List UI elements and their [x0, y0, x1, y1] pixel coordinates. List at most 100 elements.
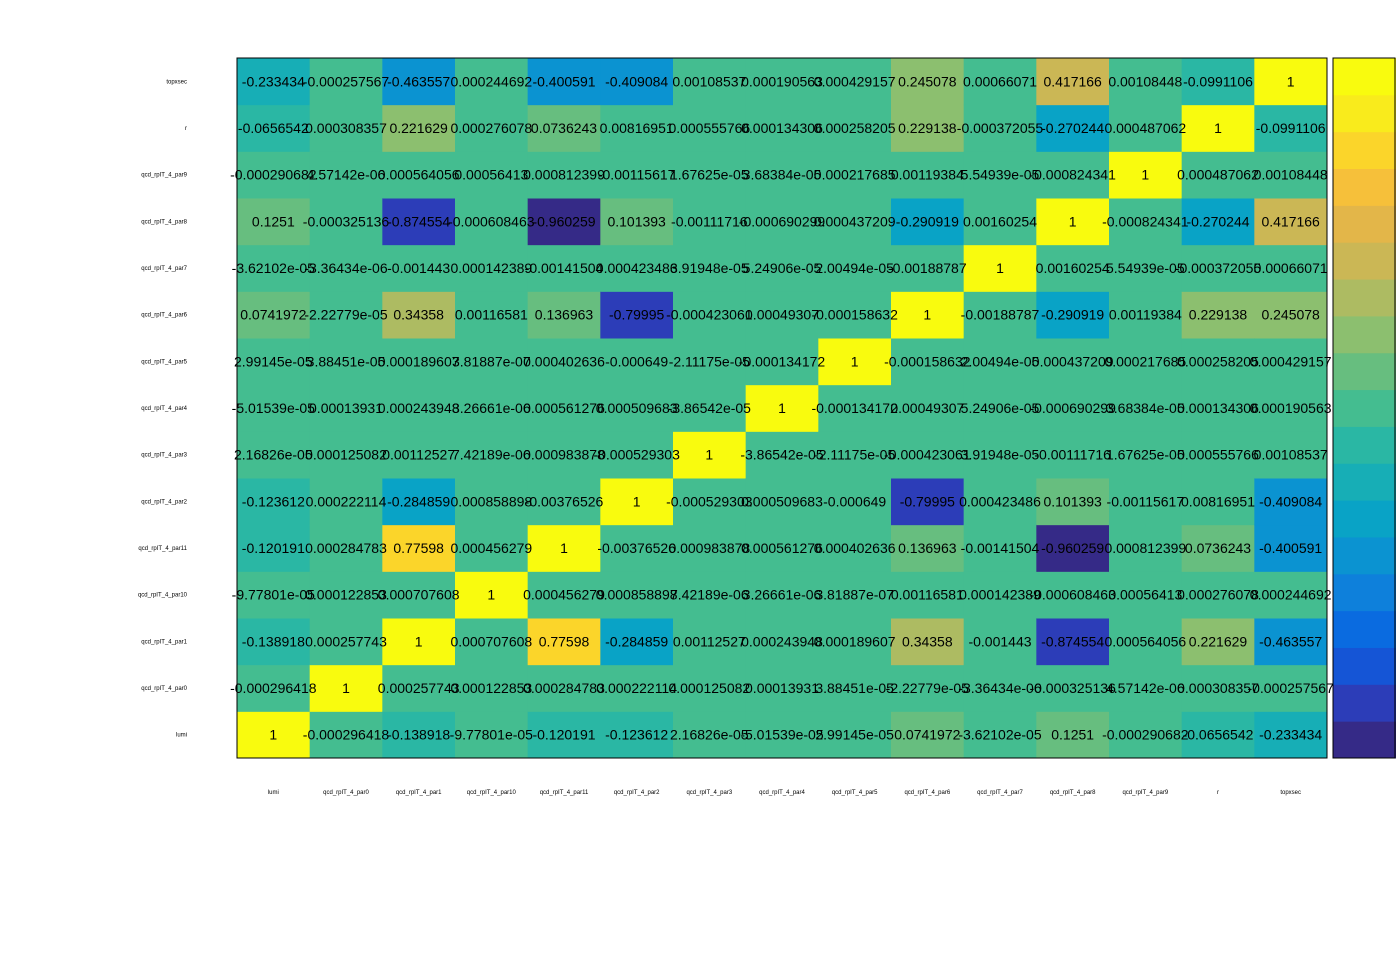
cell-value-label: -0.000423061	[884, 447, 971, 463]
cell-value-label: -0.000649	[605, 353, 668, 369]
cell-value-label: 0.000134306	[1177, 400, 1259, 416]
heatmap-cell	[891, 291, 965, 339]
heatmap-cell	[1181, 151, 1255, 199]
heatmap-cell	[1254, 524, 1328, 572]
heatmap-cell	[673, 104, 747, 152]
heatmap-cell	[382, 58, 456, 106]
cell-value-label: 0.000189607	[814, 633, 896, 649]
y-tick-label: qcd_rpIT_4_par9	[141, 173, 187, 179]
cell-value-label: 0.00108448	[1254, 167, 1328, 183]
palette-swatch	[1333, 315, 1396, 354]
cell-value-label: 0.00112527	[382, 447, 455, 463]
heatmap-cell	[1036, 664, 1110, 712]
cell-value-label: -0.290919	[896, 213, 959, 229]
cell-value-label: 0.000244692	[450, 73, 532, 89]
heatmap-cell	[673, 524, 747, 572]
y-tick-label: qcd_rpIT_4_par11	[138, 546, 187, 552]
heatmap-cell	[527, 431, 601, 479]
palette-swatch	[1333, 242, 1396, 280]
heatmap-cell	[455, 58, 529, 106]
heatmap-cell	[527, 618, 601, 666]
heatmap-cell	[382, 244, 456, 292]
cell-value-label: -0.960259	[532, 213, 595, 229]
heatmap-cell	[963, 711, 1037, 759]
heatmap-cell	[673, 338, 747, 386]
heatmap-cell	[309, 664, 383, 712]
heatmap-cell	[745, 478, 819, 526]
y-tick-label: lumi	[176, 733, 187, 739]
heatmap-cell	[891, 58, 965, 106]
heatmap-cell	[1109, 151, 1183, 199]
cell-value-label: 0.000190563	[1250, 400, 1332, 416]
heatmap-cell	[818, 571, 892, 619]
heatmap-cell	[237, 618, 311, 666]
cell-value-label: 0.000402636	[814, 540, 896, 556]
cell-value-label: -0.270244	[1041, 120, 1104, 136]
heatmap-cell	[309, 198, 383, 246]
cell-value-label: -0.000608463	[1029, 587, 1116, 603]
heatmap-cell	[309, 618, 383, 666]
heatmap-cell	[963, 571, 1037, 619]
heatmap-cell	[1109, 338, 1183, 386]
cell-value-label: 0.000437209	[1032, 353, 1114, 369]
cell-value-label: 0.34358	[902, 633, 953, 649]
y-tick-label: topxsec	[166, 79, 187, 85]
heatmap-cell	[1109, 478, 1183, 526]
heatmap-cell	[600, 478, 674, 526]
cell-value-label: -3.36434e-06	[958, 680, 1042, 696]
heatmap-cell	[891, 711, 965, 759]
heatmap-cell	[455, 198, 529, 246]
cell-value-label: -0.960259	[1041, 540, 1104, 556]
heatmap-cell	[963, 291, 1037, 339]
heatmap-cell	[527, 571, 601, 619]
cell-value-label: 7.42189e-06	[670, 587, 749, 603]
cell-value-label: -3.62102e-05	[232, 260, 316, 276]
heatmap-cell	[382, 711, 456, 759]
heatmap-cell	[527, 244, 601, 292]
heatmap-cell	[1036, 478, 1110, 526]
cell-value-label: 0.000561276	[741, 540, 823, 556]
cell-value-label: 0.000429157	[814, 73, 896, 89]
heatmap-cell	[1109, 384, 1183, 432]
heatmap-cell	[963, 664, 1037, 712]
heatmap-cell	[309, 711, 383, 759]
heatmap-cell	[891, 478, 965, 526]
heatmap-cell	[891, 384, 965, 432]
cell-value-label: 0.00119384	[891, 167, 964, 183]
cell-value-label: 0.77598	[539, 633, 590, 649]
y-tick-label: qcd_rpIT_4_par1	[141, 639, 187, 645]
cell-value-label: 0.000222114	[306, 493, 387, 509]
cell-value-label: -0.0656542	[238, 120, 309, 136]
cell-value-label: 0.00816951	[600, 120, 674, 136]
cell-value-label: 0.0736243	[531, 120, 597, 136]
cell-value-label: -0.409084	[605, 73, 668, 89]
plot-frame	[236, 57, 1328, 759]
heatmap-cell	[1109, 58, 1183, 106]
heatmap-cell	[673, 384, 747, 432]
cell-value-label: -0.00188787	[961, 307, 1040, 323]
cell-value-label: -0.463557	[1259, 633, 1322, 649]
y-tick-label: qcd_rpIT_4_par7	[141, 266, 187, 272]
heatmap-cell	[1254, 104, 1328, 152]
heatmap-cell	[818, 524, 892, 572]
cell-value-label: -0.284859	[605, 633, 668, 649]
cell-value-label: 1	[1287, 73, 1295, 89]
heatmap-cell	[600, 58, 674, 106]
cell-value-label: 0.000555766	[1177, 447, 1259, 463]
heatmap-cells	[237, 58, 1328, 759]
heatmap-cell	[309, 431, 383, 479]
cell-value-label: -0.000257567	[1247, 680, 1334, 696]
heatmap-cell	[1109, 198, 1183, 246]
cell-value-label: 0.000707608	[450, 633, 532, 649]
heatmap-cell	[891, 618, 965, 666]
cell-value-label: -3.86542e-05	[740, 447, 824, 463]
heatmap-cell	[1109, 244, 1183, 292]
heatmap-cell	[963, 524, 1037, 572]
x-tick-label: qcd_rpIT_4_par6	[904, 790, 950, 796]
cell-value-label: 7.42189e-06	[452, 447, 531, 463]
heatmap-cell	[818, 664, 892, 712]
heatmap-cell	[309, 524, 383, 572]
palette-swatch	[1333, 426, 1396, 464]
heatmap-cell	[237, 58, 311, 106]
heatmap-cell	[1036, 151, 1110, 199]
